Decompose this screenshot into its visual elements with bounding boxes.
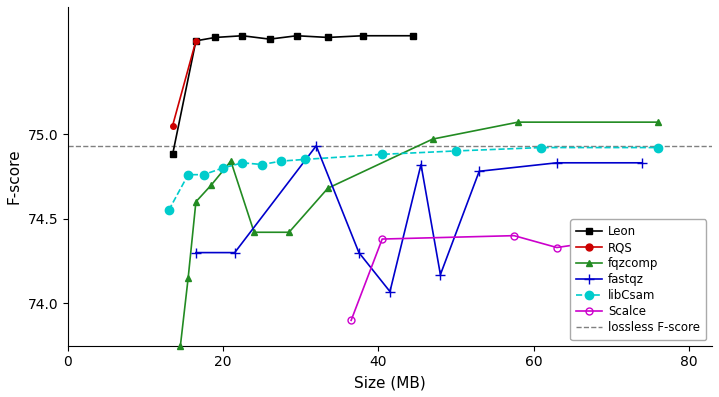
X-axis label: Size (MB): Size (MB): [354, 375, 426, 390]
Y-axis label: F-score: F-score: [7, 148, 22, 204]
Legend: Leon, RQS, fqzcomp, fastqz, libCsam, Scalce, lossless F-score: Leon, RQS, fqzcomp, fastqz, libCsam, Sca…: [570, 220, 706, 340]
